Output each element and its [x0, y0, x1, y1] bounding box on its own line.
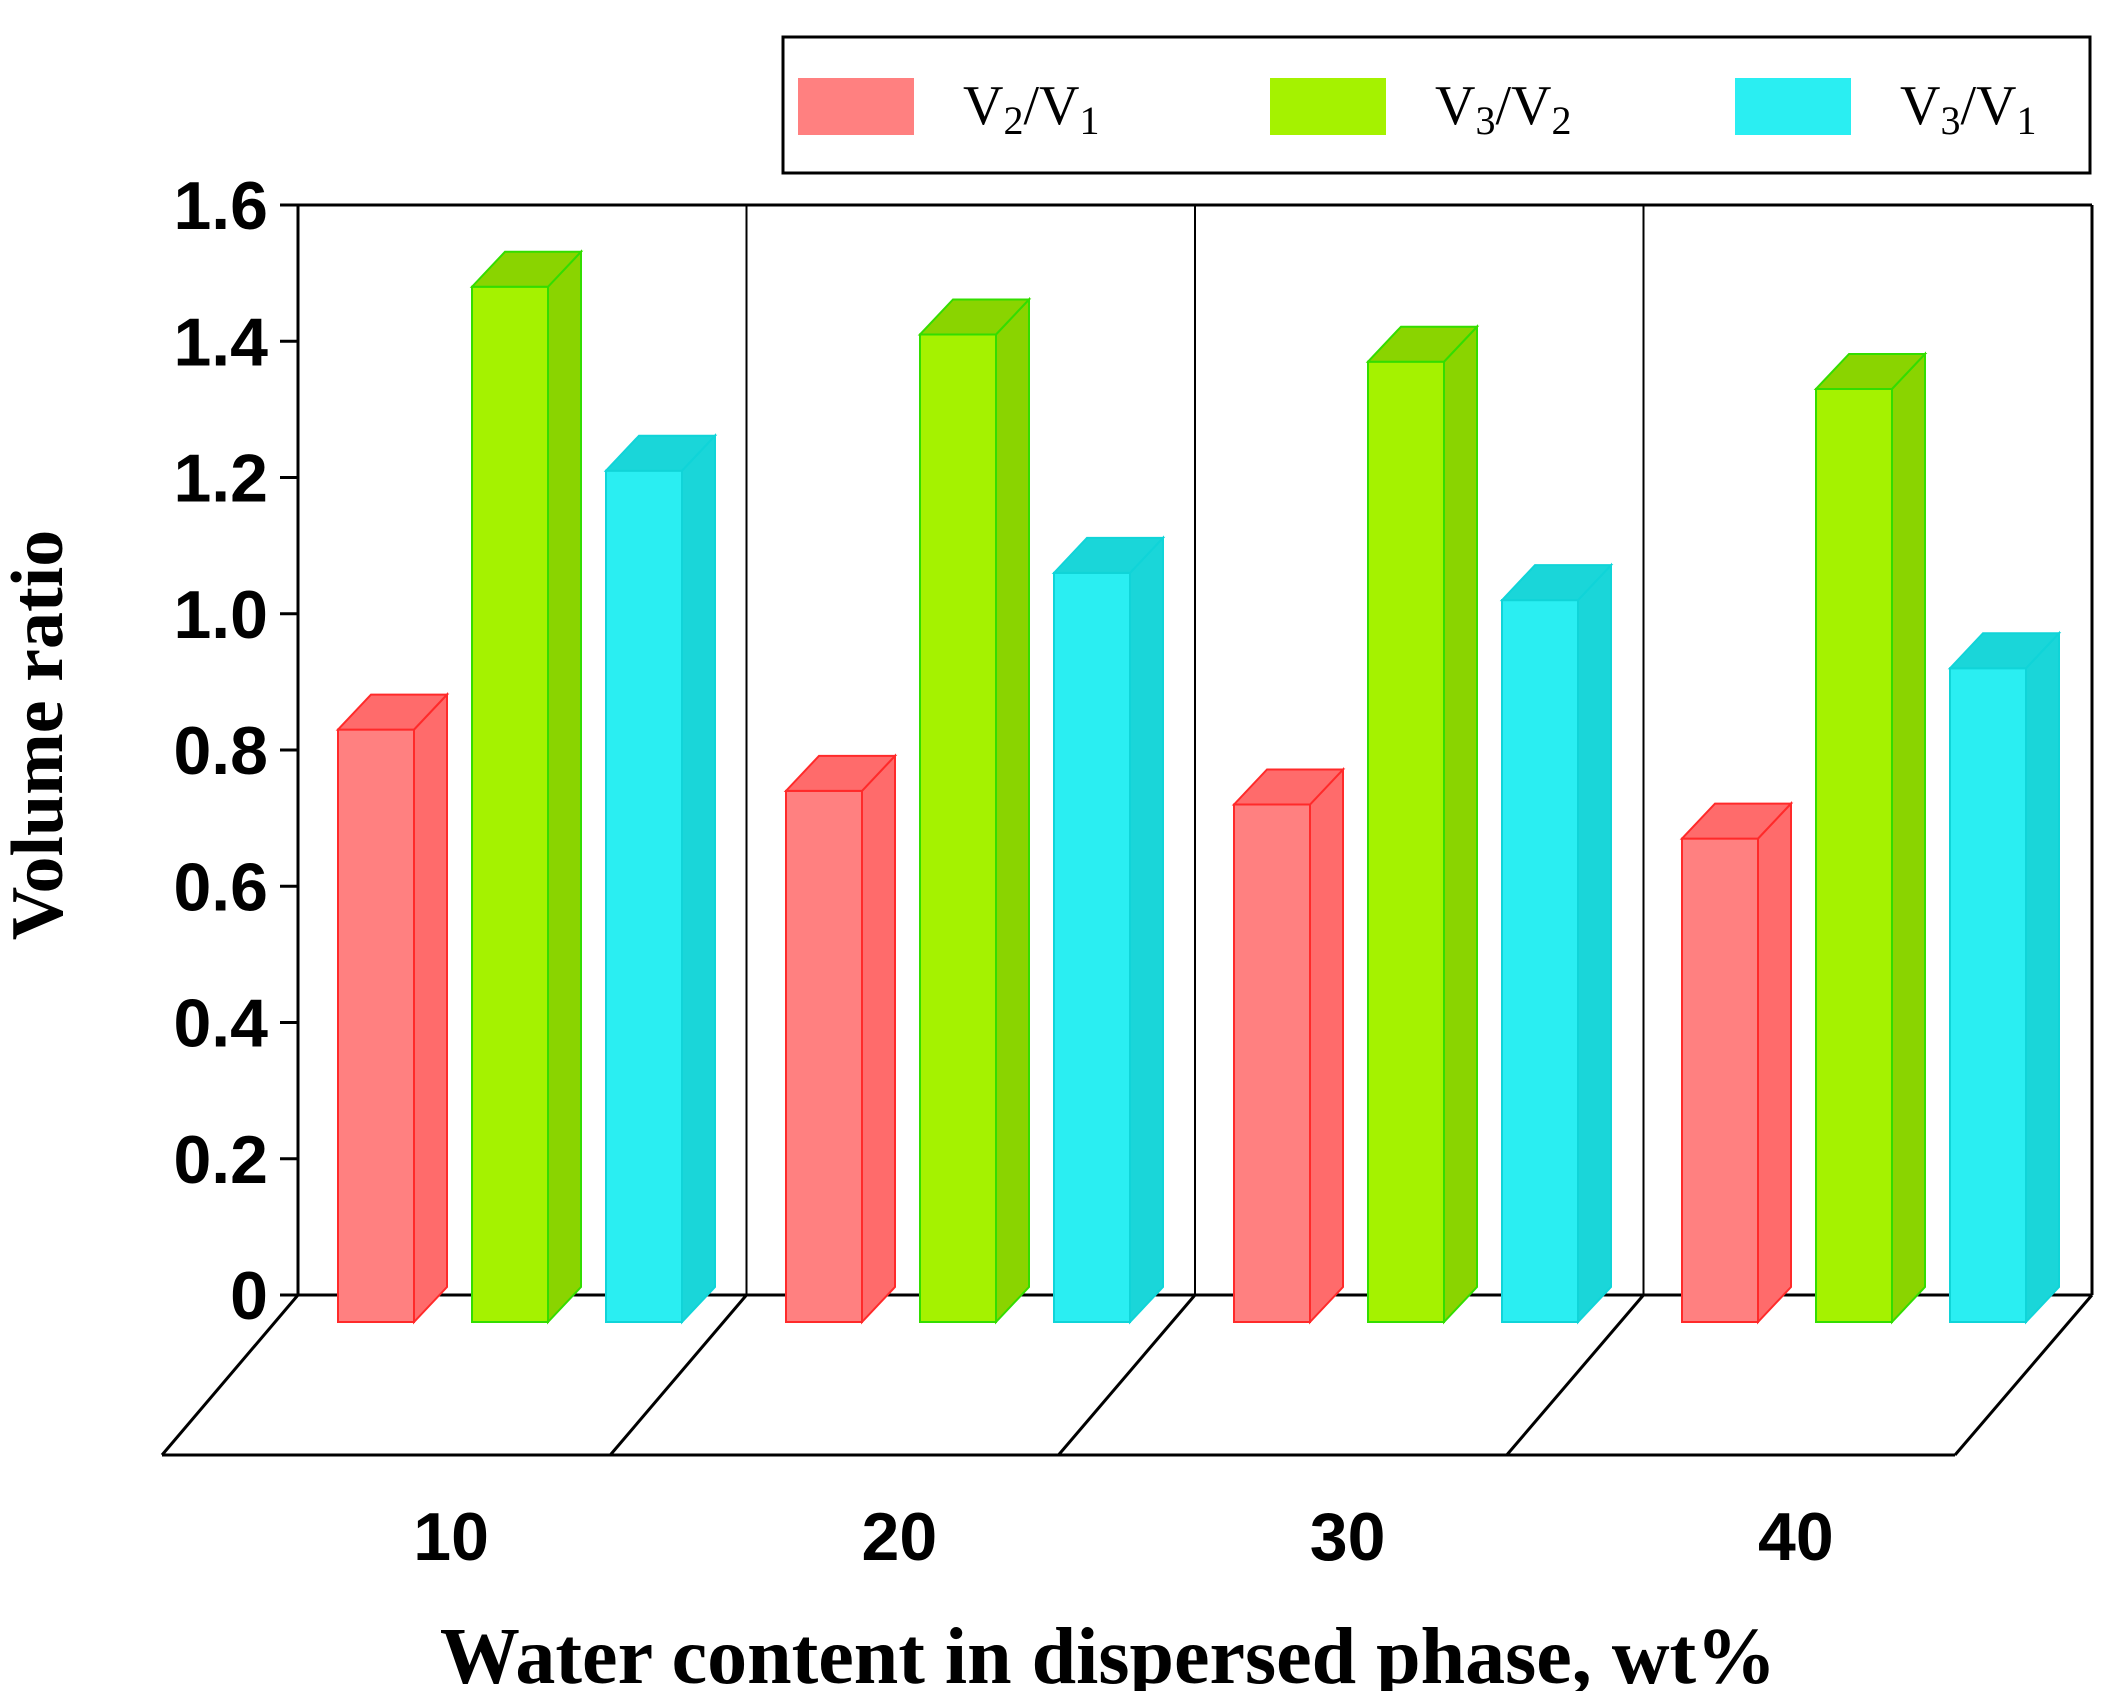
bar-top-face: [783, 754, 898, 792]
bar-side-face: [681, 433, 716, 1325]
bar-V3-V1-20: [1051, 535, 1166, 1325]
bar-front-face: [1233, 803, 1311, 1323]
bar-side-face: [2025, 630, 2060, 1325]
bar-front-face: [337, 728, 415, 1323]
bar-side-face: [547, 249, 582, 1325]
bar-V3-V2-40: [1813, 351, 1928, 1325]
bar-side-face: [995, 296, 1030, 1325]
y-axis-title: Volume ratio: [0, 530, 79, 940]
axes-layer: [160, 203, 2094, 1457]
legend: V2/V1 V3/V2 V3/V1: [781, 35, 2092, 175]
y-tick-label: 1.4: [173, 304, 268, 380]
bar-V2-V1-40: [1679, 801, 1794, 1325]
bar-top-face: [1813, 352, 1928, 390]
legend-label: V2/V1: [963, 75, 1099, 143]
x-tick-label: 20: [862, 1499, 938, 1575]
bar-side-face: [861, 753, 896, 1325]
bar-side-face: [1577, 562, 1612, 1325]
legend-swatch: [798, 78, 914, 135]
bar-V3-V2-10: [469, 249, 584, 1325]
bar-V3-V1-10: [603, 433, 718, 1325]
bar-top-face: [335, 693, 450, 731]
bar-V3-V1-30: [1499, 562, 1614, 1325]
bar-side-face: [1443, 324, 1478, 1325]
bar-front-face: [1949, 667, 2027, 1323]
x-tick-labels-layer: 10 20 30 40: [413, 1499, 1833, 1575]
floor-divider: [1057, 1294, 1197, 1456]
y-tick-label: 1.2: [173, 441, 268, 517]
legend-box: [781, 35, 2092, 175]
bar-side-face: [1891, 351, 1926, 1325]
bar-top-face: [1947, 632, 2062, 670]
bar-front-face: [1367, 360, 1445, 1323]
legend-label: V3/V1: [1900, 75, 2036, 143]
x-tick-label: 10: [413, 1499, 489, 1575]
bar-V2-V1-10: [335, 692, 450, 1325]
bar-top-face: [469, 250, 584, 288]
bar-side-face: [1757, 801, 1792, 1325]
legend-swatch: [1270, 78, 1386, 135]
bar-top-face: [603, 434, 718, 472]
y-tick-label: 1.6: [173, 168, 268, 244]
floor-divider: [609, 1294, 748, 1456]
floor-divider: [1953, 1294, 2094, 1456]
bar-top-face: [1365, 325, 1480, 363]
y-tick-label: 0.8: [173, 713, 268, 789]
bar-side-face: [1129, 535, 1164, 1325]
bar-front-face: [1815, 387, 1893, 1323]
bars-layer: [335, 249, 2062, 1325]
legend-label: V3/V2: [1435, 75, 1571, 143]
x-tick-label: 40: [1758, 1499, 1834, 1575]
bar-V3-V2-30: [1365, 324, 1480, 1325]
bar-side-face: [1309, 766, 1344, 1325]
bar-side-face: [413, 692, 448, 1325]
x-axis-title: Water content in dispersed phase, wt%: [440, 1613, 1776, 1691]
y-tick-label: 0: [230, 1258, 268, 1334]
bar-top-face: [1231, 768, 1346, 806]
y-tick-label: 0.4: [173, 986, 268, 1062]
bar-front-face: [785, 789, 863, 1323]
y-tick-label: 0.2: [173, 1122, 268, 1198]
legend-swatch: [1735, 78, 1851, 135]
floor-divider: [1505, 1294, 1645, 1456]
bar-front-face: [1681, 837, 1759, 1323]
bar-V3-V2-20: [917, 296, 1032, 1325]
bar-V2-V1-30: [1231, 766, 1346, 1325]
bar-top-face: [1051, 536, 1166, 574]
bar-top-face: [917, 298, 1032, 336]
bar-V2-V1-20: [783, 753, 898, 1325]
bar-top-face: [1679, 802, 1794, 840]
bar-V3-V1-40: [1947, 630, 2062, 1325]
bar-front-face: [919, 333, 997, 1323]
y-tick-label: 0.6: [173, 849, 268, 925]
bar-front-face: [1501, 599, 1579, 1323]
bar-front-face: [1053, 571, 1131, 1323]
y-tick-label: 1.0: [173, 577, 268, 653]
floor-divider: [160, 1294, 300, 1456]
y-ticks-layer: 0 0.2 0.4 0.6 0.8 1.0 1.2 1.4 1.6: [173, 168, 298, 1334]
bar-front-face: [471, 285, 549, 1323]
bar-top-face: [1499, 564, 1614, 602]
x-tick-label: 30: [1310, 1499, 1386, 1575]
bar-front-face: [605, 469, 683, 1323]
